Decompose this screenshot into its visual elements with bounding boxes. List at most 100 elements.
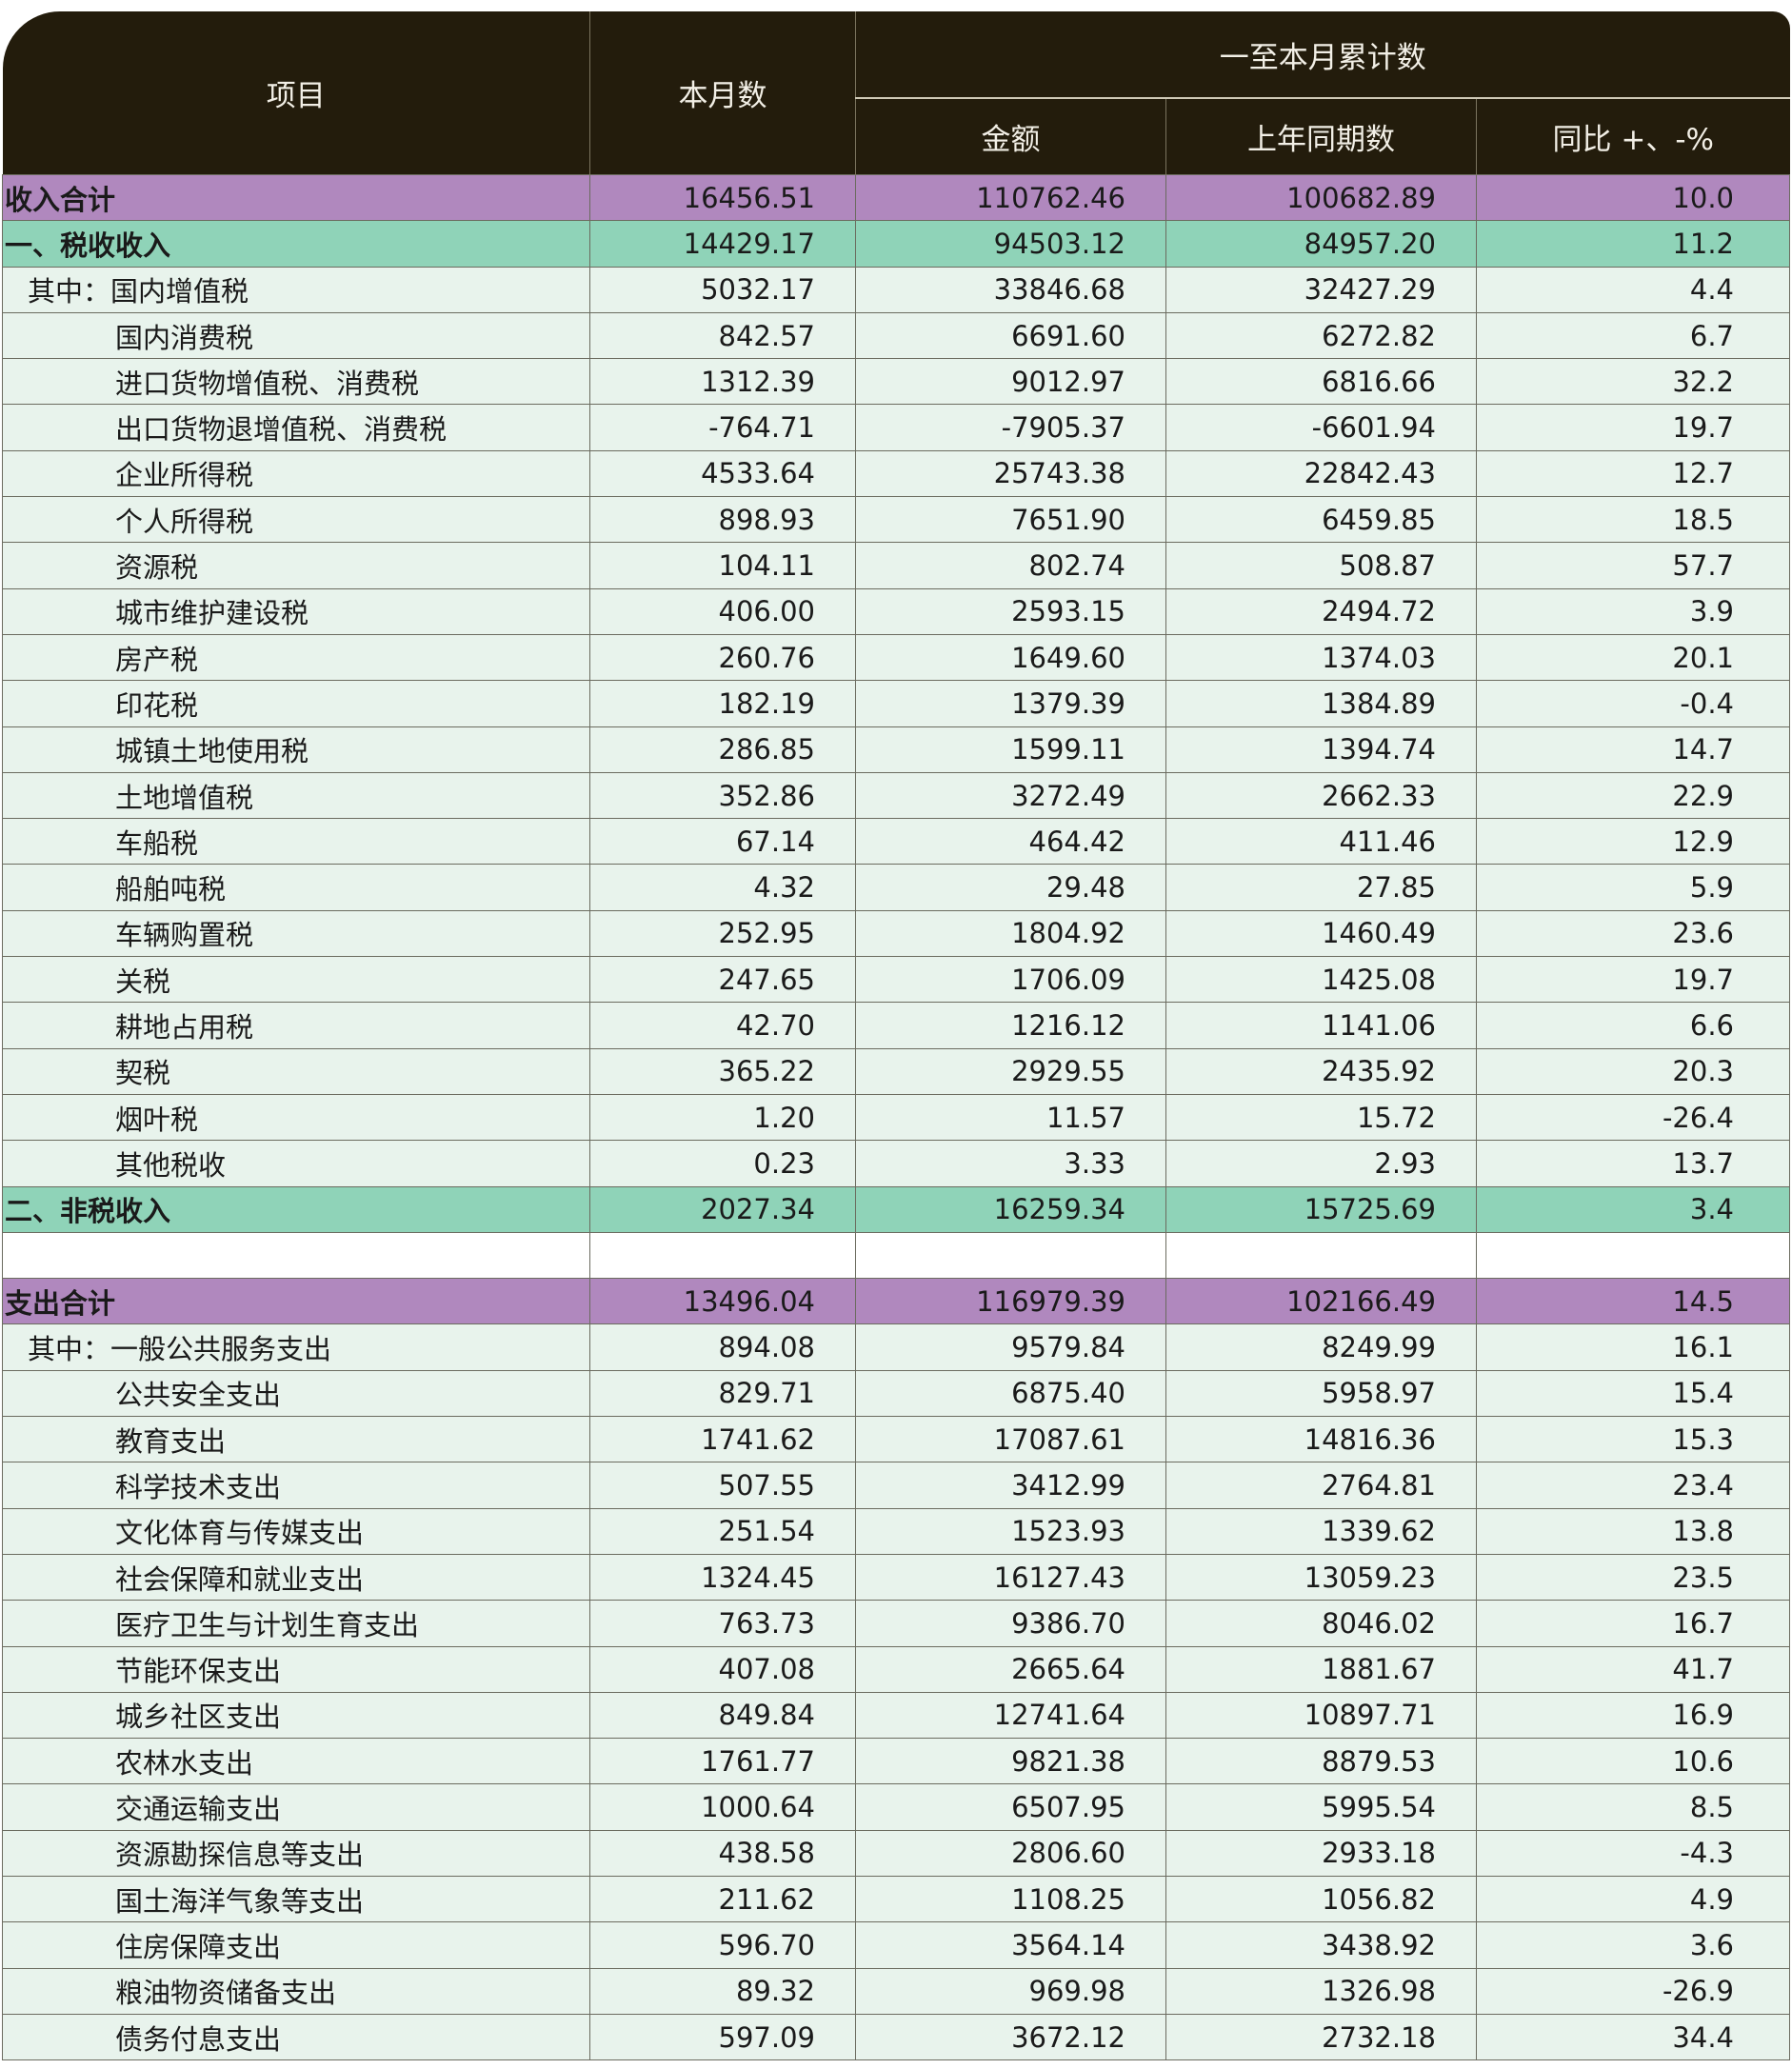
cell-yoy: 3.6 bbox=[1476, 1921, 1790, 1969]
cell-month: 252.95 bbox=[589, 909, 856, 958]
cell-prev-year: 1425.08 bbox=[1165, 956, 1477, 1004]
cell-month: 407.08 bbox=[589, 1645, 856, 1693]
cell-yoy: 13.7 bbox=[1476, 1140, 1790, 1187]
cell-month: 260.76 bbox=[589, 633, 856, 682]
cell-yoy: 32.2 bbox=[1476, 358, 1790, 406]
table-row: 一、税收收入 14429.17 94503.12 84957.20 11.2 bbox=[2, 220, 1790, 268]
cell-yoy: 16.1 bbox=[1476, 1323, 1790, 1371]
cell-yoy: 19.7 bbox=[1476, 956, 1790, 1004]
cell-item: 其中：一般公共服务支出 bbox=[2, 1323, 590, 1371]
cell-item: 耕地占用税 bbox=[2, 1002, 590, 1049]
cell-prev-year: 2933.18 bbox=[1165, 1829, 1477, 1877]
cell-yoy: 12.7 bbox=[1476, 449, 1790, 498]
cell-amount: 33846.68 bbox=[855, 266, 1166, 313]
cell-yoy: -26.4 bbox=[1476, 1093, 1790, 1142]
cell-item: 关税 bbox=[2, 956, 590, 1004]
cell-prev-year bbox=[1165, 1231, 1477, 1280]
cell-month: 2027.34 bbox=[589, 1185, 856, 1233]
cell-prev-year: 32427.29 bbox=[1165, 266, 1477, 313]
cell-amount: 802.74 bbox=[855, 542, 1166, 589]
table-row: 住房保障支出 596.70 3564.14 3438.92 3.6 bbox=[2, 1921, 1790, 1969]
cell-yoy: 8.5 bbox=[1476, 1783, 1790, 1831]
cell-amount: 9821.38 bbox=[855, 1738, 1166, 1785]
cell-prev-year: 6816.66 bbox=[1165, 358, 1477, 406]
cell-item: 个人所得税 bbox=[2, 496, 590, 544]
cell-month: -764.71 bbox=[589, 404, 856, 451]
cell-amount: 464.42 bbox=[855, 818, 1166, 865]
cell-prev-year: 1056.82 bbox=[1165, 1875, 1477, 1923]
cell-item: 交通运输支出 bbox=[2, 1783, 590, 1831]
cell-prev-year: 5995.54 bbox=[1165, 1783, 1477, 1831]
cell-month: 182.19 bbox=[589, 680, 856, 727]
cell-yoy: 23.4 bbox=[1476, 1462, 1790, 1509]
table-row: 资源勘探信息等支出 438.58 2806.60 2933.18 -4.3 bbox=[2, 1829, 1790, 1877]
cell-yoy: 15.3 bbox=[1476, 1416, 1790, 1463]
cell-month: 597.09 bbox=[589, 2013, 856, 2061]
cell-prev-year: 100682.89 bbox=[1165, 173, 1477, 222]
cell-amount: 16259.34 bbox=[855, 1185, 1166, 1233]
cell-item: 资源税 bbox=[2, 542, 590, 589]
cell-amount: 7651.90 bbox=[855, 496, 1166, 544]
cell-item: 住房保障支出 bbox=[2, 1921, 590, 1969]
cell-item: 公共安全支出 bbox=[2, 1369, 590, 1418]
cell-item: 城镇土地使用税 bbox=[2, 726, 590, 773]
cell-month: 1761.77 bbox=[589, 1738, 856, 1785]
cell-month: 0.23 bbox=[589, 1140, 856, 1187]
cell-amount: 1706.09 bbox=[855, 956, 1166, 1004]
cell-amount bbox=[855, 1231, 1166, 1280]
cell-item: 房产税 bbox=[2, 633, 590, 682]
cell-month: 42.70 bbox=[589, 1002, 856, 1049]
table-row: 交通运输支出 1000.64 6507.95 5995.54 8.5 bbox=[2, 1783, 1790, 1831]
table-row: 城市维护建设税 406.00 2593.15 2494.72 3.9 bbox=[2, 587, 1790, 635]
cell-item: 教育支出 bbox=[2, 1416, 590, 1463]
table-row: 农林水支出 1761.77 9821.38 8879.53 10.6 bbox=[2, 1738, 1790, 1785]
header-item: 项目 bbox=[2, 11, 590, 175]
cell-item: 收入合计 bbox=[2, 173, 590, 222]
cell-yoy: -0.4 bbox=[1476, 680, 1790, 727]
cell-yoy: 34.4 bbox=[1476, 2013, 1790, 2061]
cell-prev-year: 2494.72 bbox=[1165, 587, 1477, 635]
header-month: 本月数 bbox=[589, 11, 856, 175]
cell-month: 89.32 bbox=[589, 1967, 856, 2015]
table-row: 资源税 104.11 802.74 508.87 57.7 bbox=[2, 542, 1790, 589]
cell-amount: 3.33 bbox=[855, 1140, 1166, 1187]
cell-amount: 11.57 bbox=[855, 1093, 1166, 1142]
cell-amount: 1649.60 bbox=[855, 633, 1166, 682]
cell-amount: 3412.99 bbox=[855, 1462, 1166, 1509]
table-row: 车辆购置税 252.95 1804.92 1460.49 23.6 bbox=[2, 909, 1790, 958]
cell-item: 资源勘探信息等支出 bbox=[2, 1829, 590, 1877]
cell-prev-year: -6601.94 bbox=[1165, 404, 1477, 451]
cell-yoy: 23.5 bbox=[1476, 1553, 1790, 1601]
table-row: 土地增值税 352.86 3272.49 2662.33 22.9 bbox=[2, 771, 1790, 820]
cell-month: 4.32 bbox=[589, 864, 856, 911]
cell-amount: 12741.64 bbox=[855, 1691, 1166, 1740]
cell-prev-year: 2732.18 bbox=[1165, 2013, 1477, 2061]
cell-item: 契税 bbox=[2, 1047, 590, 1095]
cell-yoy: 20.3 bbox=[1476, 1047, 1790, 1095]
table-row: 房产税 260.76 1649.60 1374.03 20.1 bbox=[2, 633, 1790, 682]
cell-month: 4533.64 bbox=[589, 449, 856, 498]
cell-prev-year: 1339.62 bbox=[1165, 1507, 1477, 1555]
cell-amount: 94503.12 bbox=[855, 220, 1166, 268]
cell-yoy: 3.9 bbox=[1476, 587, 1790, 635]
cell-prev-year: 10897.71 bbox=[1165, 1691, 1477, 1740]
cell-month: 286.85 bbox=[589, 726, 856, 773]
cell-prev-year: 15725.69 bbox=[1165, 1185, 1477, 1233]
cell-prev-year: 8249.99 bbox=[1165, 1323, 1477, 1371]
table-row: 科学技术支出 507.55 3412.99 2764.81 23.4 bbox=[2, 1462, 1790, 1509]
cell-prev-year: 1460.49 bbox=[1165, 909, 1477, 958]
header-amount: 金额 bbox=[855, 98, 1166, 175]
cell-amount: 9579.84 bbox=[855, 1323, 1166, 1371]
table-row: 教育支出 1741.62 17087.61 14816.36 15.3 bbox=[2, 1416, 1790, 1463]
cell-item: 支出合计 bbox=[2, 1278, 590, 1325]
cell-prev-year: 22842.43 bbox=[1165, 449, 1477, 498]
cell-month: 1324.45 bbox=[589, 1553, 856, 1601]
cell-yoy: 14.7 bbox=[1476, 726, 1790, 773]
cell-item: 出口货物退增值税、消费税 bbox=[2, 404, 590, 451]
cell-item: 城乡社区支出 bbox=[2, 1691, 590, 1740]
cell-prev-year: 8046.02 bbox=[1165, 1600, 1477, 1647]
cell-month: 1.20 bbox=[589, 1093, 856, 1142]
cell-item: 国土海洋气象等支出 bbox=[2, 1875, 590, 1923]
table-row: 出口货物退增值税、消费税 -764.71 -7905.37 -6601.94 19.7 bbox=[2, 404, 1790, 451]
